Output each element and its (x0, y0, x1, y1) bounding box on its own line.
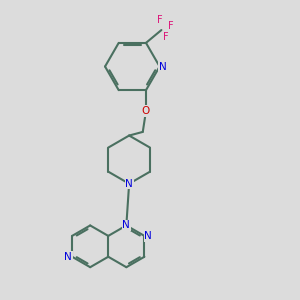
Text: N: N (122, 220, 130, 230)
Text: F: F (163, 32, 169, 42)
Text: N: N (64, 252, 72, 262)
Text: N: N (144, 231, 152, 241)
Text: F: F (168, 21, 173, 31)
Text: F: F (157, 15, 163, 26)
Text: O: O (142, 106, 150, 116)
Text: N: N (125, 179, 133, 189)
Text: N: N (159, 61, 167, 71)
